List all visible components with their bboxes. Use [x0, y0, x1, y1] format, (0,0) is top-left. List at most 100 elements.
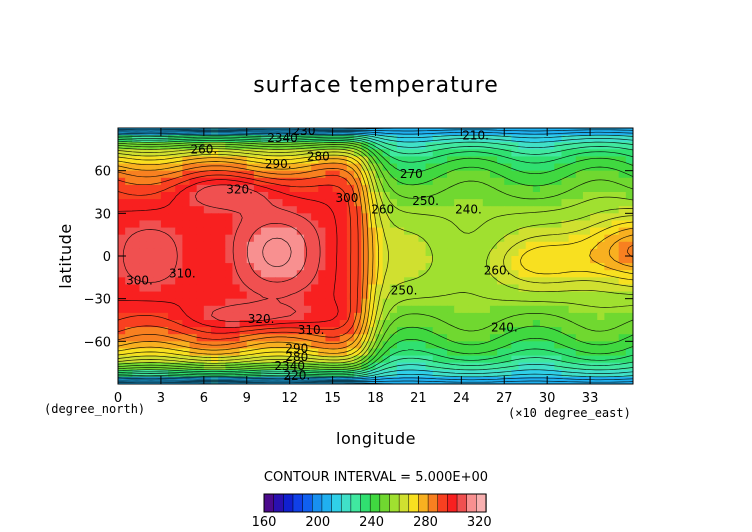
field-cell: [153, 263, 162, 271]
field-cell: [525, 327, 534, 335]
field-cell: [146, 327, 155, 335]
field-cell: [575, 184, 584, 193]
field-cell: [125, 199, 133, 207]
field-cell: [590, 341, 598, 350]
field-cell: [125, 334, 133, 342]
field-cell: [118, 334, 126, 342]
field-cell: [253, 355, 262, 364]
field-cell: [561, 199, 570, 207]
field-cell: [582, 376, 591, 384]
field-cell: [489, 327, 498, 335]
field-cell: [346, 291, 355, 300]
field-cell: [439, 163, 448, 172]
field-cell: [618, 177, 627, 186]
field-cell: [568, 341, 577, 350]
field-cell: [461, 149, 470, 158]
field-cell: [489, 348, 498, 357]
field-cell: [339, 362, 348, 371]
field-cell: [225, 334, 234, 342]
field-cell: [532, 327, 541, 335]
field-cell: [153, 234, 162, 243]
field-cell: [432, 241, 441, 250]
field-cell: [475, 192, 484, 200]
field-cell: [325, 263, 334, 271]
field-cell: [454, 362, 462, 371]
field-cell: [382, 206, 391, 214]
field-cell: [261, 135, 269, 143]
field-cell: [146, 277, 155, 286]
field-cell: [268, 298, 276, 307]
field-cell: [275, 220, 284, 229]
field-cell: [532, 298, 541, 307]
field-cell: [196, 241, 205, 250]
colorbar-swatch: [379, 493, 391, 513]
field-cell: [118, 142, 126, 150]
x-axis-label: longitude: [336, 429, 416, 448]
field-cell: [404, 284, 412, 293]
field-cell: [153, 184, 162, 193]
field-cell: [411, 369, 420, 378]
field-cell: [253, 263, 262, 271]
field-cell: [196, 149, 205, 158]
field-cell: [518, 184, 527, 193]
field-cell: [611, 270, 620, 278]
field-cell: [518, 291, 527, 300]
field-cell: [268, 241, 276, 250]
field-cell: [218, 256, 226, 264]
field-cell: [311, 291, 319, 300]
field-cell: [568, 320, 577, 328]
field-cell: [118, 348, 126, 357]
field-cell: [132, 184, 141, 193]
field-cell: [532, 348, 541, 357]
field-cell: [203, 192, 212, 200]
field-cell: [246, 241, 255, 250]
field-cell: [411, 270, 420, 278]
field-cell: [125, 341, 133, 350]
field-cell: [253, 135, 262, 143]
y-tick-label: 60: [94, 165, 111, 180]
field-cell: [303, 248, 312, 257]
field-cell: [511, 277, 520, 286]
field-cell: [246, 320, 255, 328]
field-cell: [232, 263, 241, 271]
field-cell: [139, 177, 148, 186]
field-cell: [318, 298, 327, 307]
field-cell: [289, 199, 298, 207]
field-cell: [540, 234, 548, 243]
field-cell: [611, 327, 620, 335]
field-cell: [275, 142, 284, 150]
field-cell: [289, 298, 298, 307]
field-cell: [511, 213, 520, 222]
field-cell: [625, 334, 633, 342]
field-cell: [296, 241, 305, 250]
field-cell: [482, 241, 491, 250]
field-cell: [511, 241, 520, 250]
field-cell: [132, 312, 141, 321]
field-cell: [504, 305, 512, 314]
field-cell: [597, 362, 605, 371]
field-cell: [196, 277, 205, 286]
field-cell: [160, 362, 169, 371]
field-cell: [118, 234, 126, 243]
field-cell: [618, 199, 627, 207]
x-tick-label: 3: [157, 391, 165, 406]
field-cell: [468, 334, 477, 342]
field-cell: [411, 163, 420, 172]
field-cell: [540, 142, 548, 150]
field-cell: [475, 177, 484, 186]
field-cell: [411, 192, 420, 200]
field-cell: [189, 305, 198, 314]
field-cell: [590, 256, 598, 264]
field-cell: [597, 298, 605, 307]
field-cell: [232, 327, 241, 335]
field-cell: [511, 199, 520, 207]
field-cell: [454, 312, 462, 321]
field-cell: [418, 156, 427, 165]
field-cell: [160, 142, 169, 150]
field-cell: [261, 248, 269, 257]
field-cell: [389, 128, 398, 136]
colorbar-swatch: [389, 493, 400, 513]
field-cell: [590, 213, 598, 222]
field-cell: [590, 142, 598, 150]
field-cell: [189, 227, 198, 236]
